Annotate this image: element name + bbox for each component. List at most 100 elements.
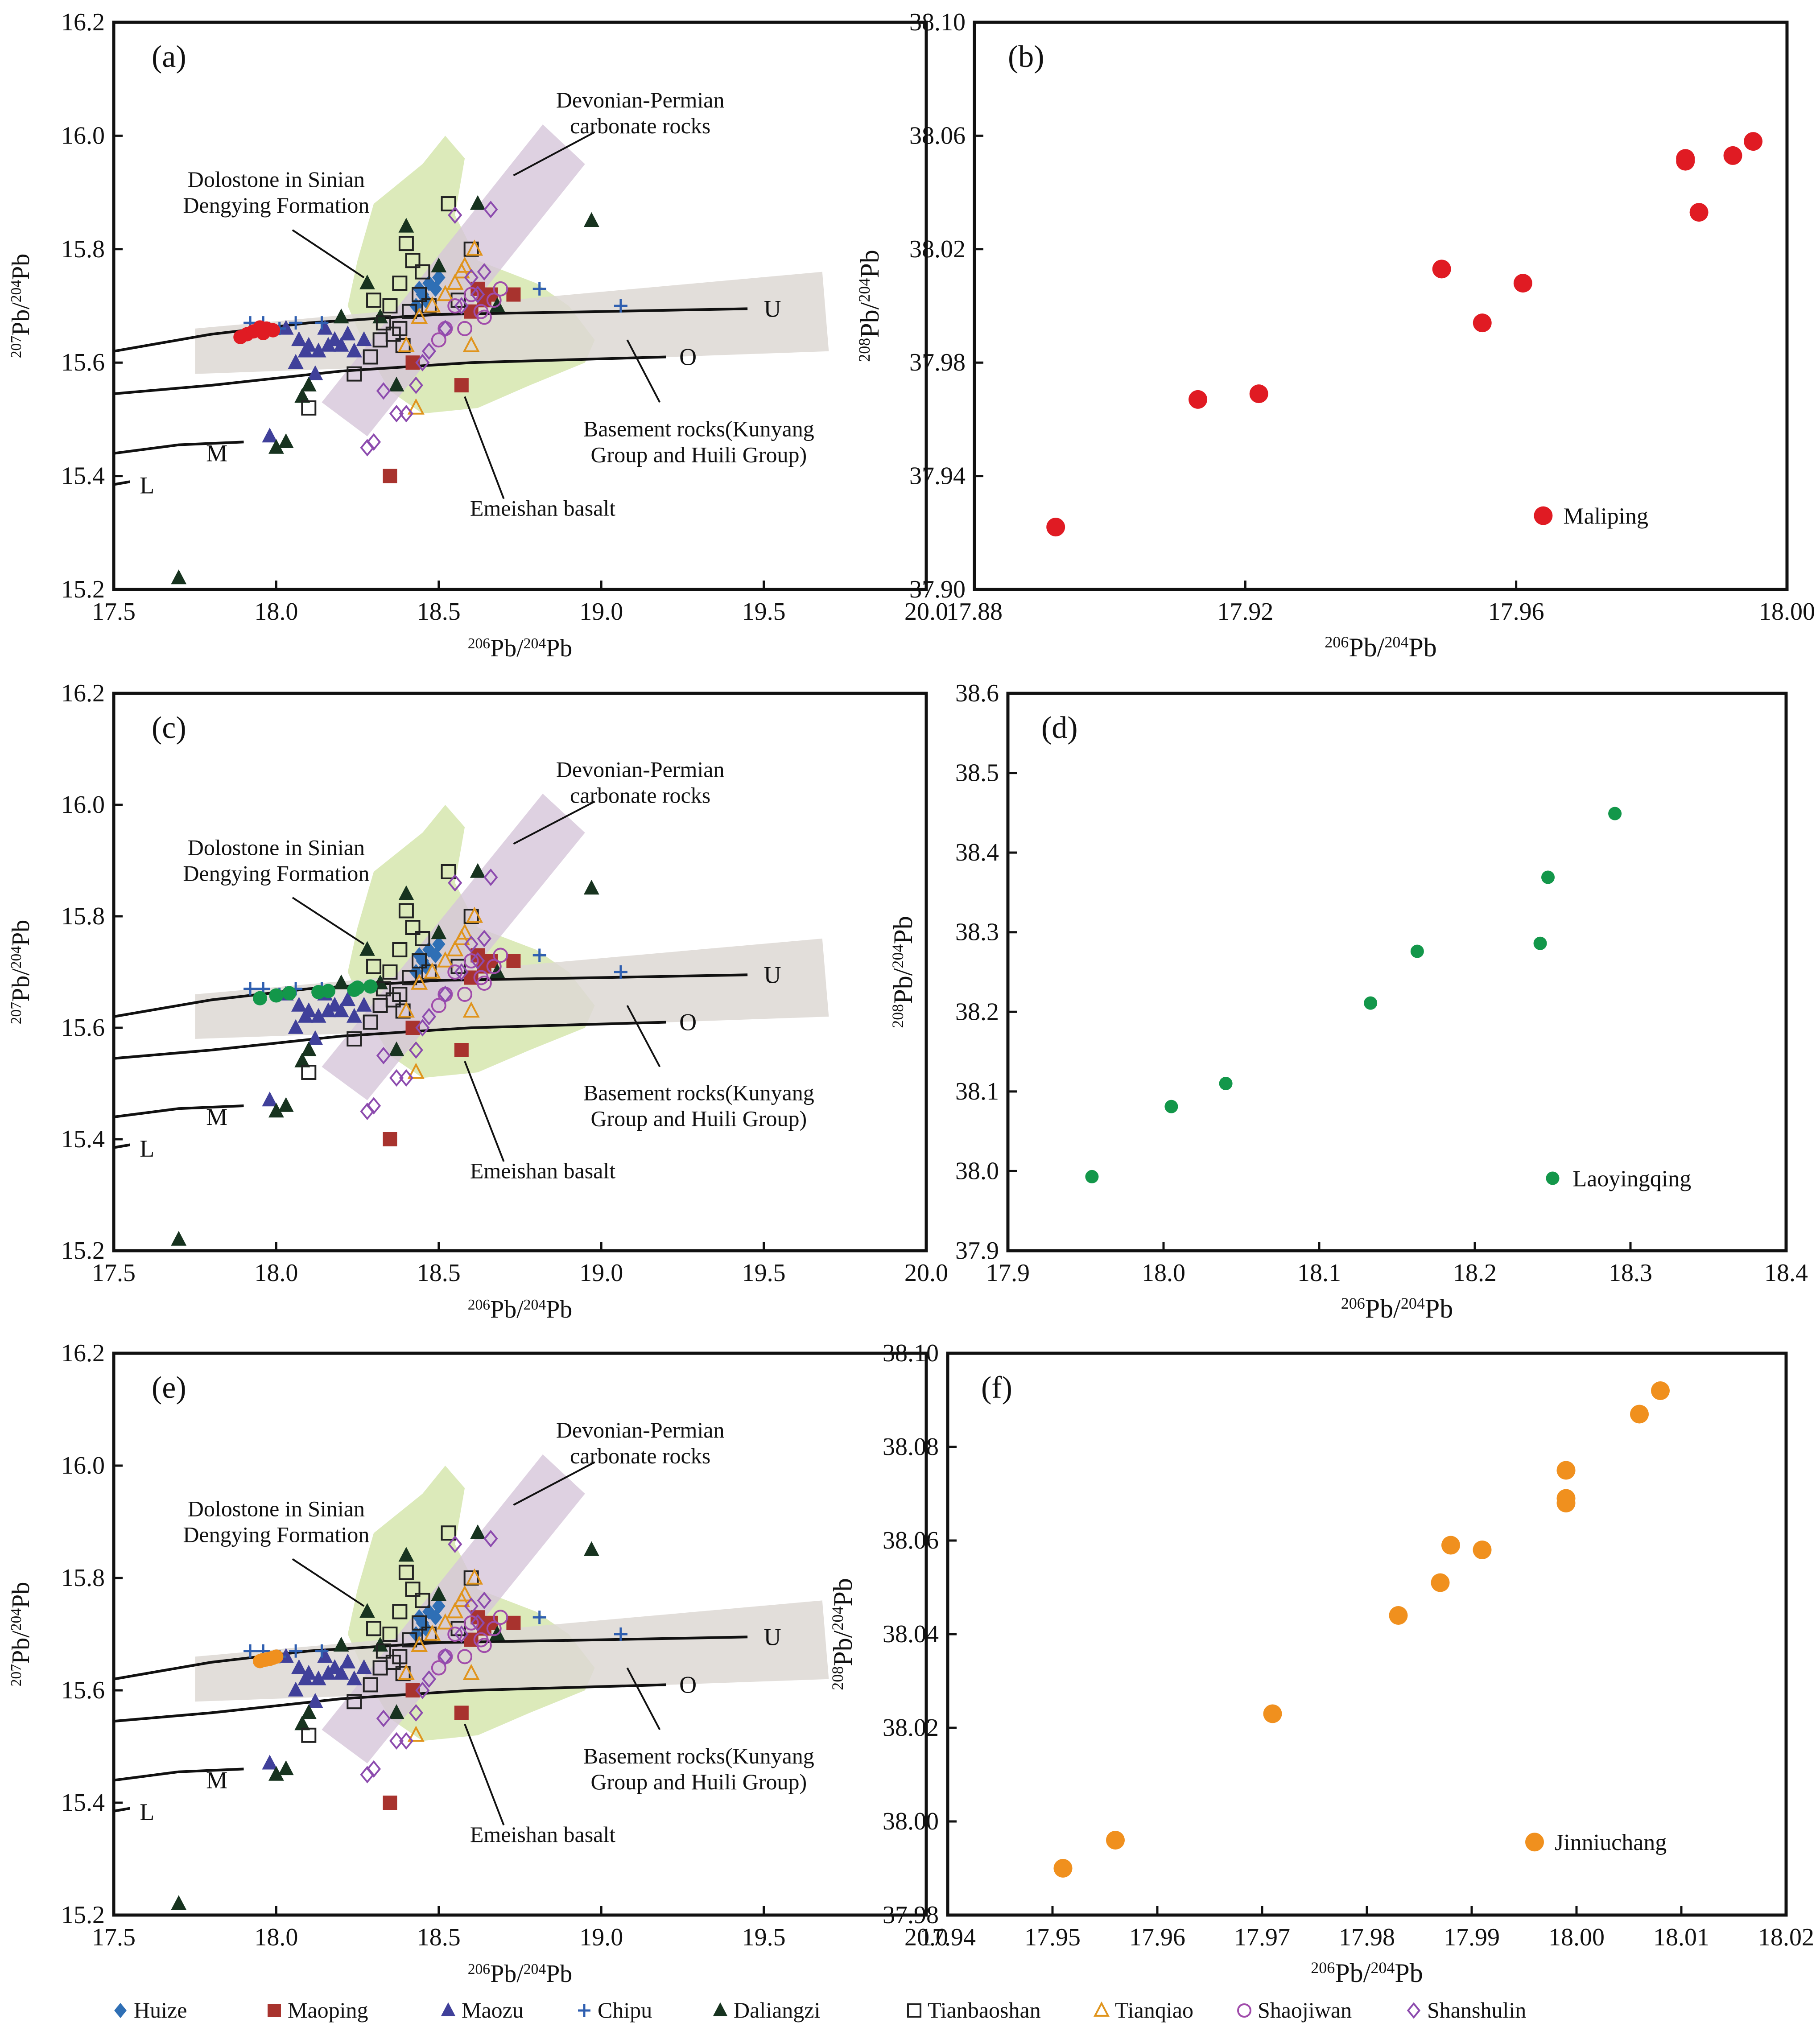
data-point (1441, 1536, 1460, 1555)
deposit-marker-tianqiao (466, 1568, 483, 1585)
annotation-basement-leader (626, 1005, 661, 1067)
deposit-marker-daliangzi (470, 1524, 486, 1539)
deposit-marker-tianbaoshan (347, 366, 362, 382)
deposit-marker-shanshulin (448, 206, 462, 224)
deposit-marker-maoping (383, 1132, 397, 1146)
x-tick-label: 17.5 (92, 598, 136, 626)
annotation-dolostone: Dengying Formation (183, 1522, 369, 1547)
x-tick-label: 17.99 (1444, 1924, 1500, 1951)
y-tick-label: 15.4 (61, 1789, 105, 1817)
deposit-marker-daliangzi (359, 274, 375, 289)
deposit-marker-shaojiwan (476, 1638, 492, 1653)
data-point (1389, 1606, 1408, 1625)
deposit-marker-tianbaoshan (366, 959, 382, 974)
annotation-dolostone-leader (292, 897, 365, 945)
legend-label-shaojiwan: Shaojiwan (1258, 1998, 1352, 2023)
deposit-marker-tianbaoshan (372, 1660, 388, 1676)
x-axis-label-text: 206Pb/204Pb (1325, 633, 1436, 662)
data-point (1473, 313, 1492, 333)
deposit-marker-tianbaoshan (405, 1582, 421, 1597)
deposit-marker-huize (432, 936, 446, 952)
deposit-marker-tianqiao (437, 951, 454, 968)
y-tick-label: 37.98 (909, 349, 966, 376)
x-tick-label: 18.1 (1297, 1259, 1341, 1287)
x-tick-label: 18.5 (417, 1259, 461, 1287)
x-axis-label: 206Pb/204Pb (468, 1960, 573, 1988)
annotation-basement-leader (626, 339, 661, 403)
axis-label-part: 204 (889, 944, 907, 968)
panel-label: (e) (152, 1371, 186, 1405)
legend-marker-chipu (578, 2004, 590, 2017)
legend-label-tianbaoshan: Tianbaoshan (928, 1998, 1041, 2023)
deposit-marker-shaojiwan (463, 287, 479, 302)
axis-label-part: 208 (889, 1004, 907, 1028)
panel-label: (a) (152, 40, 186, 74)
data-point (1723, 146, 1742, 165)
annotation-emeishan: Emeishan basalt (470, 1822, 615, 1847)
axis-label-part: 207 (8, 336, 25, 358)
deposit-marker-shanshulin (477, 930, 491, 948)
deposit-marker-maozu (346, 1670, 362, 1685)
annotation-dolostone: Dolostone in Sinian (188, 167, 365, 192)
legend-marker-huize (114, 2003, 127, 2018)
x-axis-label-text: 206Pb/204Pb (468, 634, 573, 662)
y-tick-label: 38.6 (955, 680, 999, 707)
deposit-marker-tianbaoshan (402, 970, 417, 985)
deposit-marker-daliangzi (333, 974, 349, 989)
deposit-marker-tianbaoshan (392, 276, 408, 291)
data-point (1473, 1541, 1492, 1559)
legend-marker (1525, 1833, 1544, 1852)
y-tick-label: 38.02 (883, 1714, 939, 1742)
deposit-marker-maozu (346, 1008, 362, 1023)
deposit-marker-shaojiwan (447, 298, 463, 313)
data-point (1744, 132, 1763, 151)
annotation-devonian: Devonian-Permian (556, 757, 725, 782)
axis-label-part: Pb (1408, 633, 1436, 662)
annotation-dolostone: Dengying Formation (183, 193, 369, 218)
data-point (1053, 1859, 1073, 1878)
deposit-marker-maoping (454, 378, 469, 393)
deposit-marker-shanshulin (454, 1625, 469, 1643)
deposit-marker-maozu (327, 997, 343, 1012)
panel-label: (b) (1008, 40, 1044, 74)
deposit-marker-daliangzi (301, 1041, 317, 1056)
deposit-marker-shanshulin (366, 433, 381, 451)
curve-L (114, 1807, 130, 1813)
x-tick-label: 18.5 (417, 598, 461, 626)
axis-label-part: 206 (468, 635, 490, 652)
deposit-marker-shaojiwan (463, 1615, 479, 1631)
curve-O (114, 1683, 667, 1723)
annotation-emeishan-leader (464, 1061, 505, 1162)
deposit-marker-daliangzi (489, 963, 505, 978)
chart-panel-c: 17.5 18.0 18.5 19.0 19.5 20.0 15.2 15.4 15.6 15.8… (7, 680, 948, 1323)
x-axis-label-text: 206Pb/204Pb (1311, 1958, 1423, 1988)
deposit-marker-tianbaoshan (347, 1031, 362, 1046)
deposit-marker-daliangzi (470, 863, 486, 878)
axis-label-part: Pb/ (490, 1296, 524, 1323)
y-axis-label: 208Pb/204Pb (828, 1578, 858, 1690)
deposit-marker-shanshulin (415, 1019, 430, 1037)
deposit-marker-shanshulin (366, 1760, 381, 1778)
panel-label: (d) (1041, 711, 1078, 745)
deposit-marker-maozu (333, 1664, 349, 1680)
curve-label-L: L (140, 1135, 154, 1162)
data-point (1410, 944, 1424, 958)
curve-M (114, 1104, 244, 1118)
deposit-marker-tianbaoshan (402, 304, 417, 319)
axis-label-part: 208 (855, 338, 873, 362)
deposit-marker-huize (432, 1598, 446, 1615)
y-tick-label: 15.2 (61, 576, 105, 603)
deposit-marker-tianbaoshan (301, 1727, 317, 1743)
deposit-marker-chipu (614, 1627, 627, 1641)
deposit-marker-chipu (532, 1611, 546, 1624)
x-axis-label-text: 206Pb/204Pb (468, 1296, 573, 1323)
curve-label-M: M (206, 1767, 227, 1794)
deposit-marker-daliangzi (359, 941, 375, 956)
deposit-marker-tianqiao (462, 336, 480, 352)
axis-label-part: Pb (546, 1960, 572, 1988)
deposit-marker-daliangzi (431, 924, 447, 939)
data-point (1431, 1573, 1450, 1592)
deposit-marker-shanshulin (399, 1732, 414, 1750)
annotation-emeishan-leader (464, 1723, 505, 1826)
axis-label-part: Pb/ (7, 302, 35, 336)
